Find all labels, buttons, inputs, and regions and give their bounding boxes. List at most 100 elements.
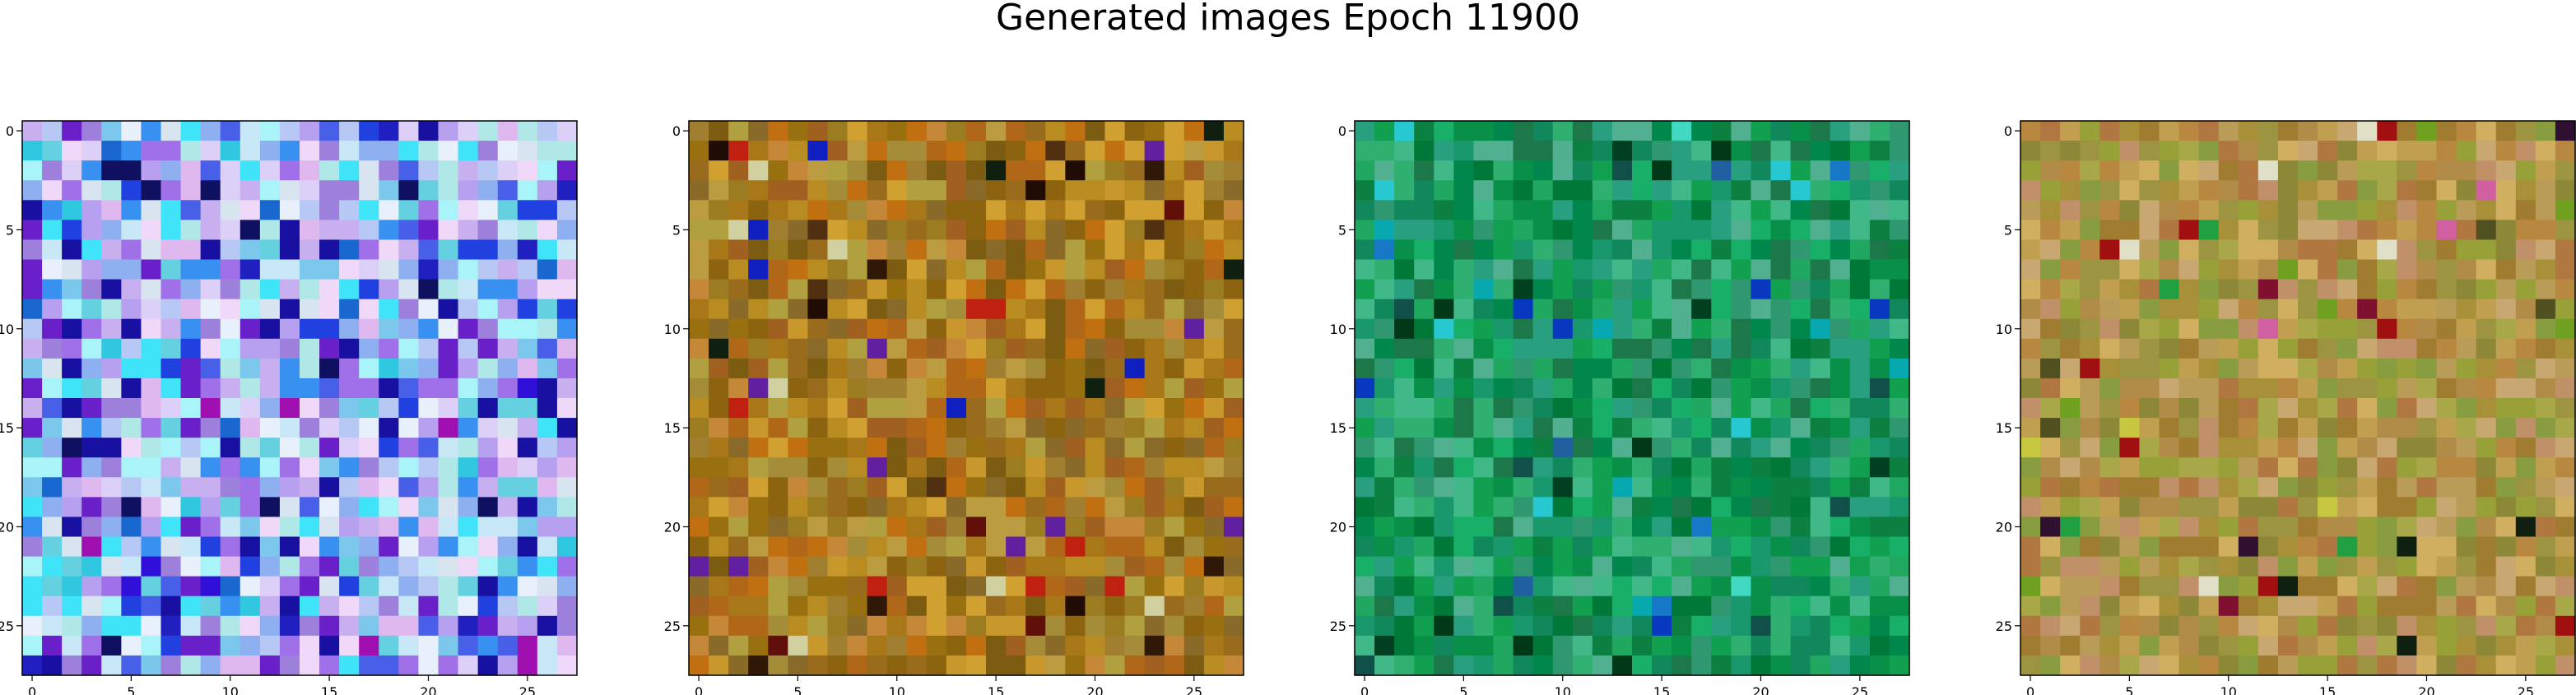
image-cell bbox=[1414, 141, 1434, 161]
image-cell bbox=[946, 576, 967, 597]
image-cell bbox=[2298, 299, 2318, 320]
image-cell bbox=[906, 220, 928, 241]
image-cell bbox=[1731, 635, 1752, 656]
image-cell bbox=[906, 457, 928, 478]
image-cell bbox=[180, 655, 202, 676]
image-cell bbox=[2277, 517, 2299, 538]
image-cell bbox=[2436, 576, 2457, 597]
image-cell bbox=[62, 595, 82, 617]
image-cell bbox=[1552, 517, 1574, 538]
image-cell bbox=[1025, 200, 1046, 220]
image-cell bbox=[279, 318, 300, 340]
image-cell bbox=[2198, 141, 2220, 161]
image-cell bbox=[1355, 576, 1375, 597]
image-cell bbox=[398, 121, 420, 141]
image-cell bbox=[300, 556, 320, 577]
image-cell bbox=[2178, 299, 2200, 320]
image-cell bbox=[827, 378, 849, 399]
image-cell bbox=[728, 595, 749, 617]
image-cell bbox=[2377, 299, 2397, 320]
image-cell bbox=[2377, 279, 2397, 300]
image-cell bbox=[259, 378, 281, 399]
image-cell bbox=[906, 338, 928, 359]
image-cell bbox=[1632, 259, 1653, 280]
image-cell bbox=[121, 180, 142, 201]
image-cell bbox=[1592, 615, 1613, 637]
image-cell bbox=[141, 595, 162, 617]
image-cell bbox=[1355, 358, 1375, 379]
image-cell bbox=[1592, 438, 1613, 458]
image-cell bbox=[1532, 477, 1554, 498]
image-cell bbox=[1434, 457, 1454, 478]
image-cell bbox=[1810, 200, 1831, 220]
image-cell bbox=[2099, 259, 2120, 280]
image-cell bbox=[1513, 239, 1534, 261]
image-cell bbox=[438, 239, 459, 261]
image-cell bbox=[2257, 259, 2279, 280]
image-cell bbox=[2318, 299, 2338, 320]
image-cell bbox=[1751, 615, 1772, 637]
image-cell bbox=[220, 556, 241, 577]
image-cell bbox=[477, 497, 499, 518]
image-cell bbox=[748, 239, 769, 261]
image-cell bbox=[438, 220, 459, 241]
image-cell bbox=[2218, 497, 2239, 518]
image-cell bbox=[2515, 160, 2536, 181]
image-cell bbox=[906, 418, 928, 438]
image-cell bbox=[2178, 615, 2200, 637]
image-cell bbox=[926, 121, 947, 141]
image-cell bbox=[2456, 358, 2477, 379]
image-cell bbox=[497, 576, 518, 597]
image-cell bbox=[709, 200, 729, 220]
image-cell bbox=[1414, 556, 1434, 577]
image-cell bbox=[2337, 180, 2358, 201]
image-cell bbox=[1124, 180, 1146, 201]
image-cell bbox=[239, 457, 261, 478]
image-cell bbox=[2436, 220, 2457, 241]
image-cell bbox=[2416, 438, 2438, 458]
image-cell bbox=[1203, 556, 1225, 577]
image-cell bbox=[1473, 497, 1495, 518]
image-cell bbox=[300, 398, 320, 419]
image-cell bbox=[2298, 576, 2318, 597]
image-cell bbox=[1183, 438, 1205, 458]
image-cell bbox=[1632, 457, 1653, 478]
image-cell bbox=[2515, 378, 2536, 399]
image-cell bbox=[709, 121, 729, 141]
image-cell bbox=[1473, 655, 1495, 676]
image-cell bbox=[339, 180, 360, 201]
image-cell bbox=[220, 180, 241, 201]
image-cell bbox=[966, 536, 987, 558]
image-cell bbox=[537, 160, 558, 181]
image-cell bbox=[1374, 259, 1395, 280]
image-cell bbox=[200, 457, 221, 478]
image-cell bbox=[239, 595, 261, 617]
image-cell bbox=[141, 141, 162, 161]
image-cell bbox=[359, 517, 379, 538]
image-cell bbox=[1414, 239, 1434, 261]
image-cell bbox=[847, 635, 868, 656]
image-cell bbox=[2040, 457, 2061, 478]
image-cell bbox=[1183, 477, 1205, 498]
image-cell bbox=[319, 279, 340, 300]
image-cell bbox=[788, 121, 809, 141]
image-cell bbox=[121, 279, 142, 300]
image-cell bbox=[2277, 160, 2299, 181]
image-cell bbox=[2218, 200, 2239, 220]
image-cell bbox=[101, 239, 122, 261]
image-cell bbox=[2476, 318, 2497, 340]
image-cell bbox=[81, 655, 102, 676]
y-tick-label: 20 bbox=[0, 519, 14, 535]
image-cell bbox=[1183, 239, 1205, 261]
image-cell bbox=[1434, 160, 1454, 181]
image-cell bbox=[1513, 279, 1534, 300]
image-cell bbox=[2337, 141, 2358, 161]
image-cell bbox=[2159, 220, 2180, 241]
image-cell bbox=[2555, 635, 2576, 656]
image-cell bbox=[200, 338, 221, 359]
image-cell bbox=[966, 279, 987, 300]
image-cell bbox=[2159, 438, 2180, 458]
image-cell bbox=[1632, 536, 1653, 558]
image-cell bbox=[1611, 318, 1633, 340]
image-cell bbox=[2555, 457, 2576, 478]
